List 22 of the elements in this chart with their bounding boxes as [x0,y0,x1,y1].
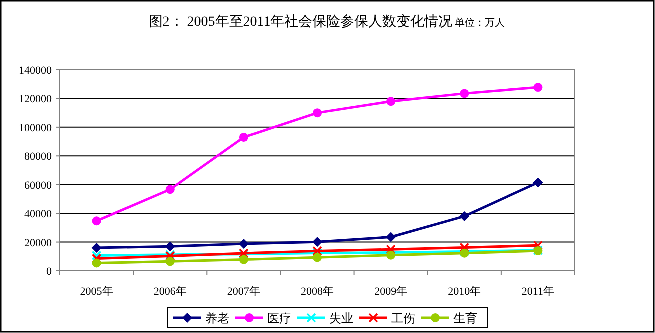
y-tick-label: 0 [46,266,52,278]
y-tick-label: 40000 [24,208,52,221]
y-tick-label: 100000 [19,122,52,134]
y-tick-label: 140000 [19,65,52,77]
x-tick-label: 2008年 [301,286,334,298]
y-tick-label: 120000 [19,94,52,106]
x-tick-label: 2007年 [227,286,260,298]
legend-label: 失业 [330,312,354,326]
x-tick-label: 2011年 [522,286,555,298]
legend-label: 工伤 [392,312,416,326]
chart-title: 图2： 2005年至2011年社会保险参保人数变化情况 [148,14,453,30]
legend-label: 医疗 [268,312,292,326]
y-tick-label: 20000 [24,237,52,250]
legend-label: 生育 [454,312,478,326]
x-tick-label: 2009年 [374,286,408,298]
y-tick-label: 60000 [24,180,52,192]
x-tick-label: 2006年 [154,286,187,298]
chart-subtitle: 单位：万人 [452,17,506,29]
y-tick-label: 80000 [24,151,52,164]
legend-label: 养老 [206,312,230,326]
x-tick-label: 2005年 [80,286,114,298]
x-tick-label: 2010年 [448,286,482,298]
